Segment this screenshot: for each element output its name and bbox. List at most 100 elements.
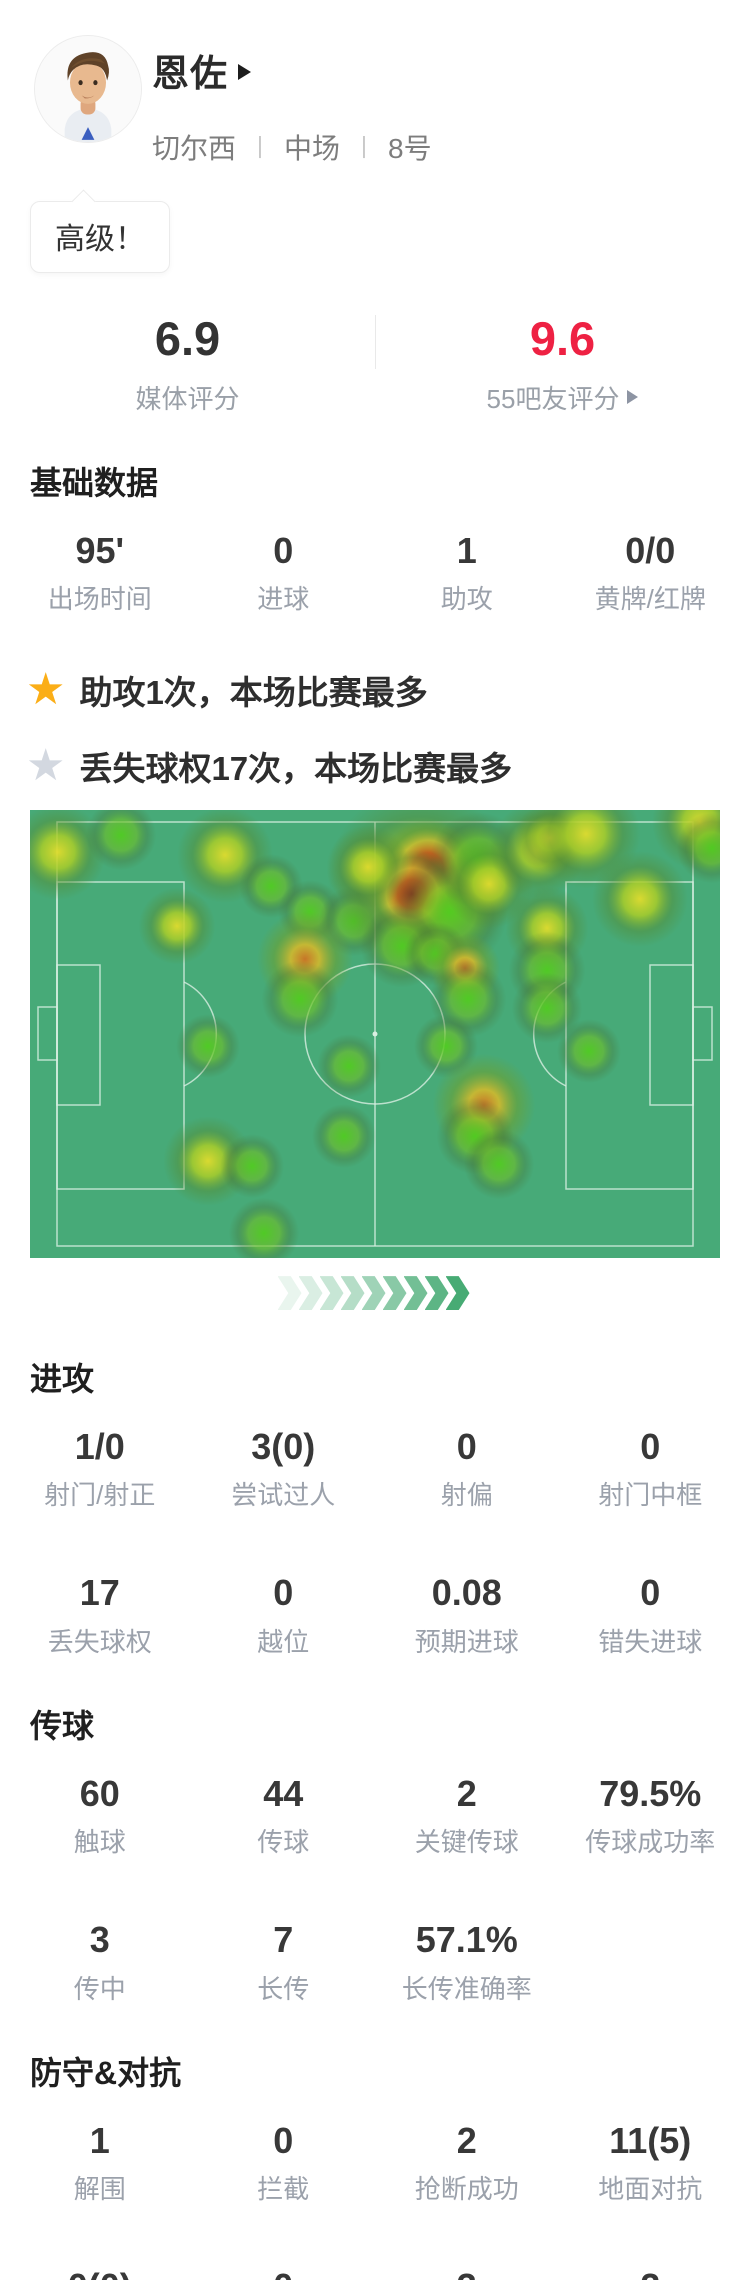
highlight-text: 丢失球权17次，本场比赛最多 [79,750,513,788]
section-title-basic: 基础数据 [30,464,159,501]
heatmap-spots [30,810,720,1259]
defense-stats-row-1: 1 解围 0 拦截 2 抢断成功 11(5) 地面对抗 [0,2094,750,2206]
stat-label: 黄牌/红牌 [594,584,706,615]
stat-label: 助攻 [440,584,493,615]
basic-stats-row: 95' 出场时间 0 进球 1 助攻 0/0 黄牌/红牌 [0,504,750,616]
stat-label: 地面对抗 [598,2174,703,2205]
stat-label: 触球 [73,1827,126,1858]
stat-label: 传球 [257,1827,310,1858]
meta-separator: 丨 [352,134,377,162]
stat-value: 95' [75,529,125,571]
stat-label: 错失进球 [598,1626,703,1657]
stat-value: 57.1% [415,1919,518,1961]
player-position: 中场 [284,133,341,164]
stat-label: 进球 [257,584,310,615]
rating-tier-badge: 高级！ [30,201,170,273]
highlight-possession-lost: ★ 丢失球权17次，本场比赛最多 [26,742,750,790]
stat-value: 1 [456,529,477,571]
stat-label: 射偏 [440,1480,493,1511]
stat-value: 0 [192,2266,376,2280]
stat-ground-duels: 11(5) 地面对抗 [559,2120,743,2206]
stat-label: 尝试过人 [231,1480,336,1511]
chevron-divider [0,1274,750,1312]
stat-expected-goals: 0.08 预期进球 [375,1572,559,1658]
stat-value: 11(5) [609,2119,692,2161]
stat-fouls: 0 犯规 [192,2266,376,2280]
defense-stats-row-2: 0(0) 争顶 0 犯规 3 被犯规 2 被过 [0,2240,750,2280]
stat-pass-accuracy: 79.5% 传球成功率 [559,1773,743,1859]
stat-label: 丢失球权 [47,1626,152,1657]
media-rating-value: 6.9 [154,312,221,365]
player-name-row[interactable]: 恩佐 [152,35,750,97]
fans-rating[interactable]: 9.6 55吧友评分 [375,313,750,416]
stat-value: 0 [273,529,294,571]
stat-offsides: 0 越位 [192,1572,376,1658]
chevron-right-icon [340,1276,365,1311]
stat-key-passes: 2 关键传球 [375,1773,559,1859]
highlight-text: 助攻1次，本场比赛最多 [79,674,428,712]
chevron-right-icon [361,1276,386,1311]
stat-shots-woodwork: 0 射门中框 [559,1426,743,1512]
section-title-passing: 传球 [30,1707,95,1744]
stat-shots-off-target: 0 射偏 [375,1426,559,1512]
fans-rating-arrow-icon[interactable] [627,390,639,405]
fans-rating-label: 55吧友评分 [375,379,750,416]
stat-value: 2 [559,2266,743,2280]
attack-stats-row-2: 17 丢失球权 0 越位 0.08 预期进球 0 错失进球 [0,1546,750,1658]
stat-value: 3(0) [251,1426,316,1468]
stat-aerial-duels: 0(0) 争顶 [8,2266,192,2280]
stat-value: 60 [79,1772,120,1814]
fans-rating-value: 9.6 [529,312,596,365]
attack-stats-row-1: 1/0 射门/射正 3(0) 尝试过人 0 射偏 0 射门中框 [0,1400,750,1512]
stat-label: 传中 [73,1973,126,2004]
player-name: 恩佐 [152,53,228,94]
stat-label: 射门中框 [598,1480,703,1511]
stat-value: 3 [89,1919,110,1961]
stat-label: 传球成功率 [585,1827,716,1858]
stat-long-ball-accuracy: 57.1% 长传准确率 [375,1919,559,2005]
stat-fouled: 3 被犯规 [375,2266,559,2280]
stat-label: 长传准确率 [401,1973,532,2004]
stat-empty [559,1919,743,2005]
stat-value: 0 [456,1426,477,1468]
stat-big-chances-missed: 0 错失进球 [559,1572,743,1658]
stat-interceptions: 0 拦截 [192,2120,376,2206]
chevron-right-icon [445,1276,470,1311]
stat-value: 0 [273,2119,294,2161]
stat-value: 79.5% [599,1772,702,1814]
stat-label: 预期进球 [414,1626,519,1657]
stat-possession-lost: 17 丢失球权 [8,1572,192,1658]
stat-clearances: 1 解围 [8,2120,192,2206]
fans-rating-label-text: 55吧友评分 [486,383,620,414]
stat-tackles-won: 2 抢断成功 [375,2120,559,2206]
stat-goals: 0 进球 [192,530,376,616]
stat-value: 1 [89,2119,110,2161]
pitch-heatmap-svg [30,810,720,1259]
stat-value: 1/0 [74,1426,125,1468]
stat-value: 0.08 [431,1572,502,1614]
stat-assists: 1 助攻 [375,530,559,616]
stat-label: 拦截 [257,2174,310,2205]
stat-value: 0(0) [8,2266,192,2280]
player-avatar-image [35,36,141,142]
stat-value: 0/0 [625,529,676,571]
stat-label: 抢断成功 [414,2174,519,2205]
stat-label: 关键传球 [414,1827,519,1858]
highlight-assists: ★ 助攻1次，本场比赛最多 [26,666,750,714]
player-meta: 切尔西 丨 中场 丨 8号 [152,127,750,167]
stat-label: 射门/射正 [44,1480,156,1511]
chevron-right-icon [382,1276,407,1311]
stat-value: 0 [640,1572,661,1614]
stat-cards: 0/0 黄牌/红牌 [559,530,743,616]
chevron-right-icon [298,1276,323,1311]
player-detail-arrow-icon[interactable] [238,64,251,80]
stat-value: 7 [273,1919,294,1961]
gray-star-icon: ★ [26,741,66,791]
chevron-right-icon [424,1276,449,1311]
meta-separator: 丨 [248,134,273,162]
ratings-row: 6.9 媒体评分 9.6 55吧友评分 [0,313,750,416]
stat-value: 2 [456,1772,477,1814]
stat-label: 长传 [257,1973,310,2004]
gold-star-icon: ★ [26,665,66,715]
